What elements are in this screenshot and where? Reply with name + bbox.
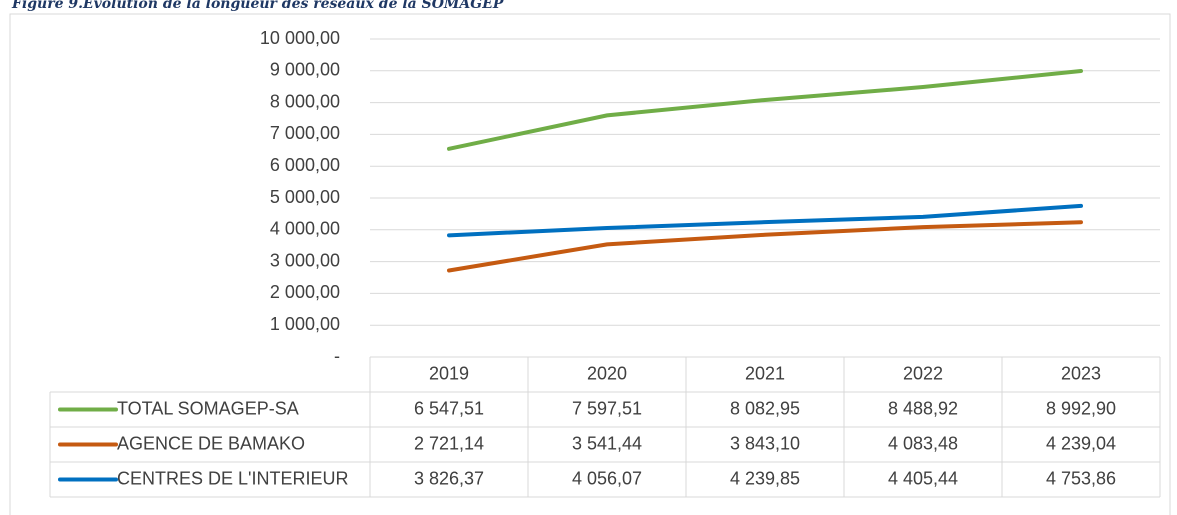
x-tick-label: 2021 <box>745 363 785 383</box>
y-tick-label: 9 000,00 <box>270 60 340 80</box>
series-line <box>447 203 1083 238</box>
table-value: 4 405,44 <box>888 468 958 488</box>
legend-label: AGENCE DE BAMAKO <box>117 433 305 453</box>
table-value: 4 239,85 <box>730 468 800 488</box>
table-value: 8 488,92 <box>888 398 958 418</box>
y-tick-label: 7 000,00 <box>270 123 340 143</box>
y-tick-label: - <box>334 346 340 366</box>
y-tick-label: 4 000,00 <box>270 219 340 239</box>
table-value: 2 721,14 <box>414 433 484 453</box>
x-tick-label: 2022 <box>903 363 943 383</box>
table-value: 4 056,07 <box>572 468 642 488</box>
table-value: 7 597,51 <box>572 398 642 418</box>
legend-label: TOTAL SOMAGEP-SA <box>117 398 299 418</box>
y-tick-label: 2 000,00 <box>270 282 340 302</box>
table-value: 8 082,95 <box>730 398 800 418</box>
y-tick-label: 10 000,00 <box>260 28 340 48</box>
table-value: 3 843,10 <box>730 433 800 453</box>
x-tick-label: 2020 <box>587 363 627 383</box>
chart-border <box>9 13 1171 515</box>
y-tick-label: 1 000,00 <box>270 314 340 334</box>
table-value: 4 083,48 <box>888 433 958 453</box>
x-tick-label: 2023 <box>1061 363 1101 383</box>
x-tick-label: 2019 <box>429 363 469 383</box>
table-value: 3 826,37 <box>414 468 484 488</box>
y-tick-label: 5 000,00 <box>270 187 340 207</box>
table-value: 4 239,04 <box>1046 433 1116 453</box>
table-value: 4 753,86 <box>1046 468 1116 488</box>
y-tick-label: 8 000,00 <box>270 91 340 111</box>
table-value: 6 547,51 <box>414 398 484 418</box>
series-line <box>447 69 1083 151</box>
legend-label: CENTRES DE L'INTERIEUR <box>117 468 348 488</box>
chart-title: Figure 9.Evolution de la longueur des ré… <box>11 0 504 12</box>
table-value: 8 992,90 <box>1046 398 1116 418</box>
y-tick-label: 3 000,00 <box>270 250 340 270</box>
table-value: 3 541,44 <box>572 433 642 453</box>
series-line <box>447 220 1083 273</box>
y-tick-label: 6 000,00 <box>270 155 340 175</box>
